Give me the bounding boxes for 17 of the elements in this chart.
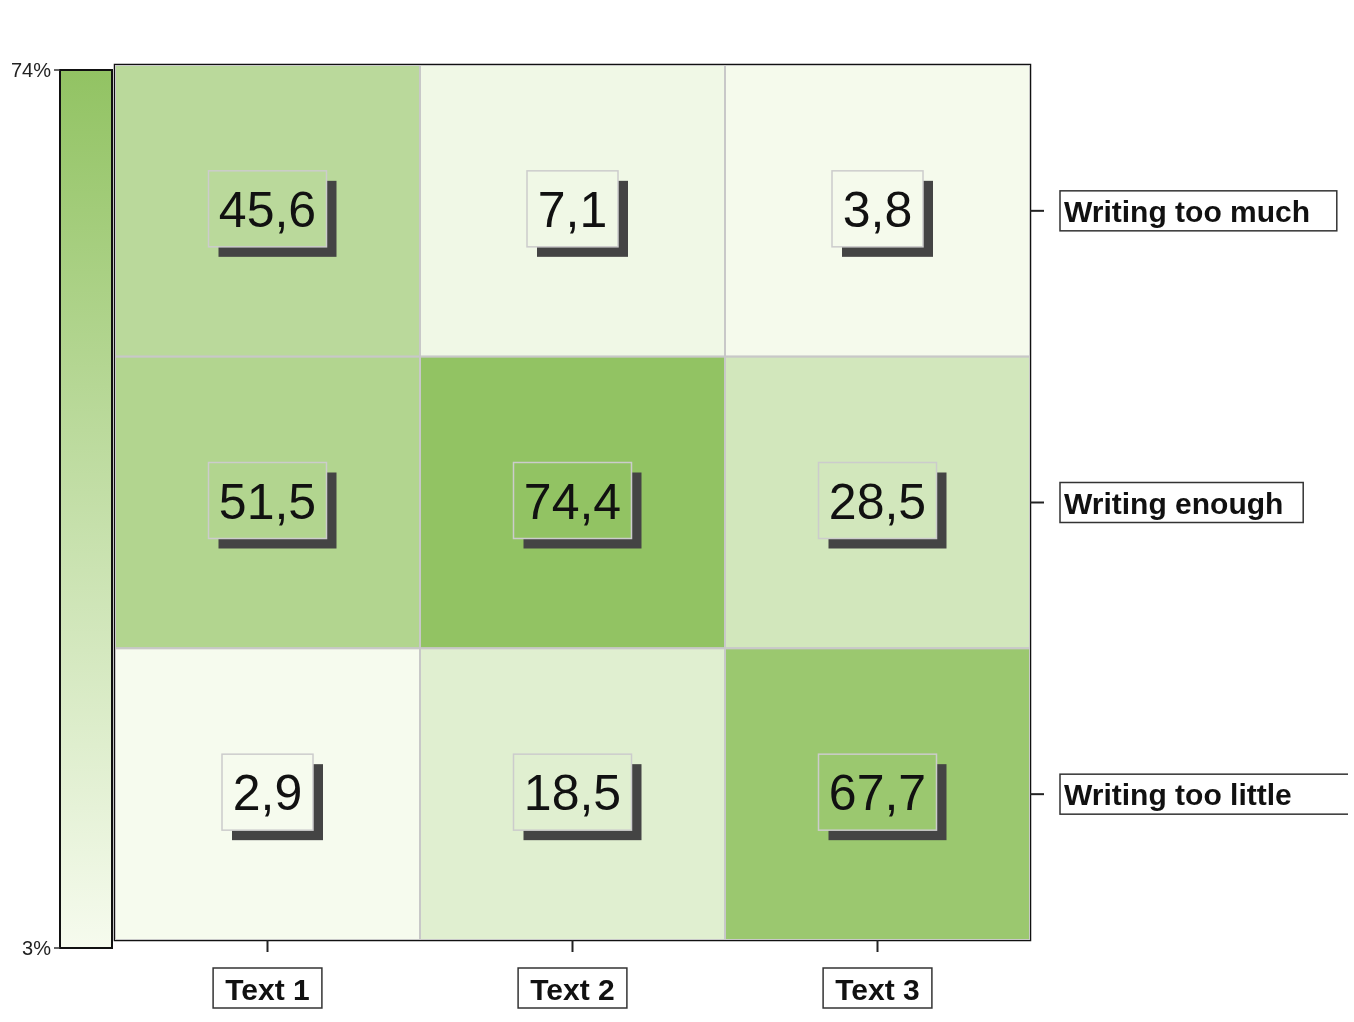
data-label: 18,5: [523, 765, 622, 822]
data-label: 45,6: [218, 181, 317, 238]
data-label: 7,1: [537, 181, 608, 238]
x-tick-label: Text 1: [225, 973, 310, 1006]
data-label: 74,4: [523, 473, 622, 530]
color-bar-label: 74%: [10, 59, 52, 81]
data-label: 28,5: [828, 473, 927, 530]
data-label: 3,8: [842, 181, 913, 238]
y-tick-label: Writing enough: [1064, 486, 1284, 520]
data-label: 2,9: [232, 765, 303, 822]
y-tick-label: Writing too little: [1064, 778, 1292, 812]
x-tick-label: Text 2: [530, 973, 615, 1006]
data-label: 51,5: [218, 473, 317, 530]
x-tick-label: Text 3: [835, 973, 920, 1006]
y-tick-label: Writing too much: [1064, 194, 1311, 228]
data-label: 67,7: [828, 765, 927, 822]
color-bar-label: 3%: [22, 937, 52, 959]
